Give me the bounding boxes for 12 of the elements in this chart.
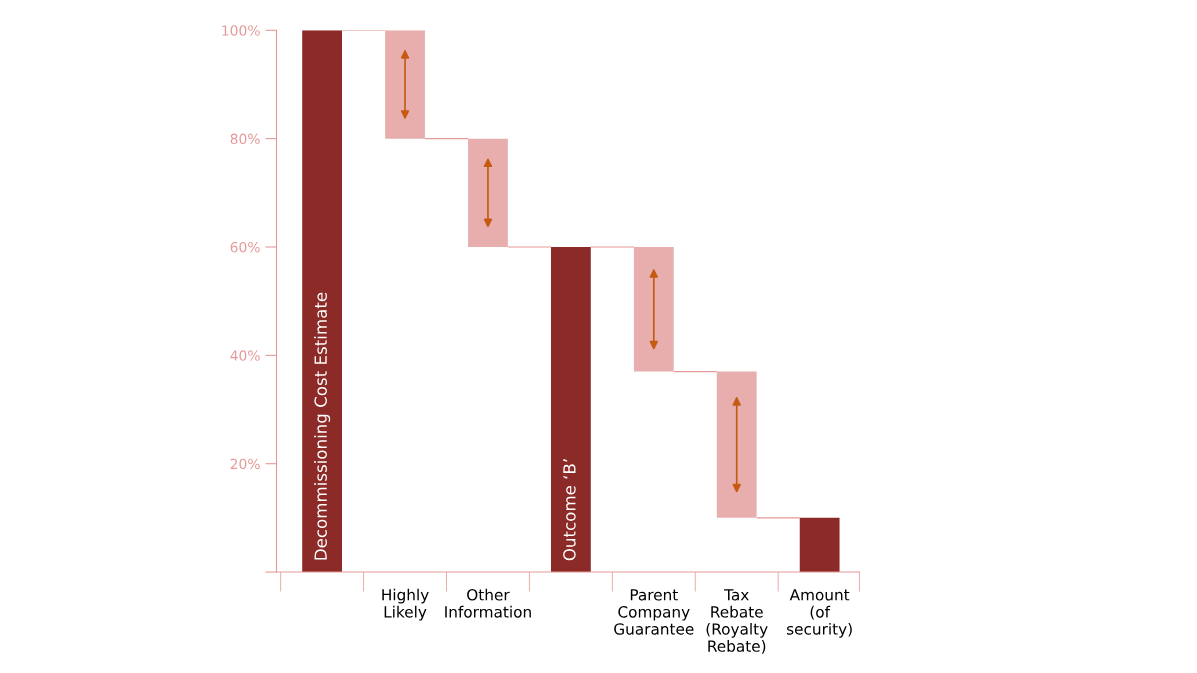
data-label: Decommissioning Cost Estimate — [314, 292, 331, 560]
x-tick-label: Tax Rebate (Royalty Rebate) — [706, 589, 768, 654]
y-tick-label: 60% — [230, 241, 260, 253]
y-tick-label: 20% — [230, 458, 260, 470]
x-tick-label: Amount (of security) — [786, 589, 852, 638]
y-tick-label: 40% — [230, 350, 260, 361]
x-tick-label: Highly Likely — [382, 588, 429, 621]
y-tick-label: 80% — [230, 133, 260, 145]
x-tick-label: Parent Company Guarantee — [614, 589, 694, 635]
y-tick-label: 100% — [222, 25, 260, 36]
x-tick-label: Other Information — [445, 588, 531, 618]
data-label: Outcome ‘B’ — [563, 459, 576, 561]
